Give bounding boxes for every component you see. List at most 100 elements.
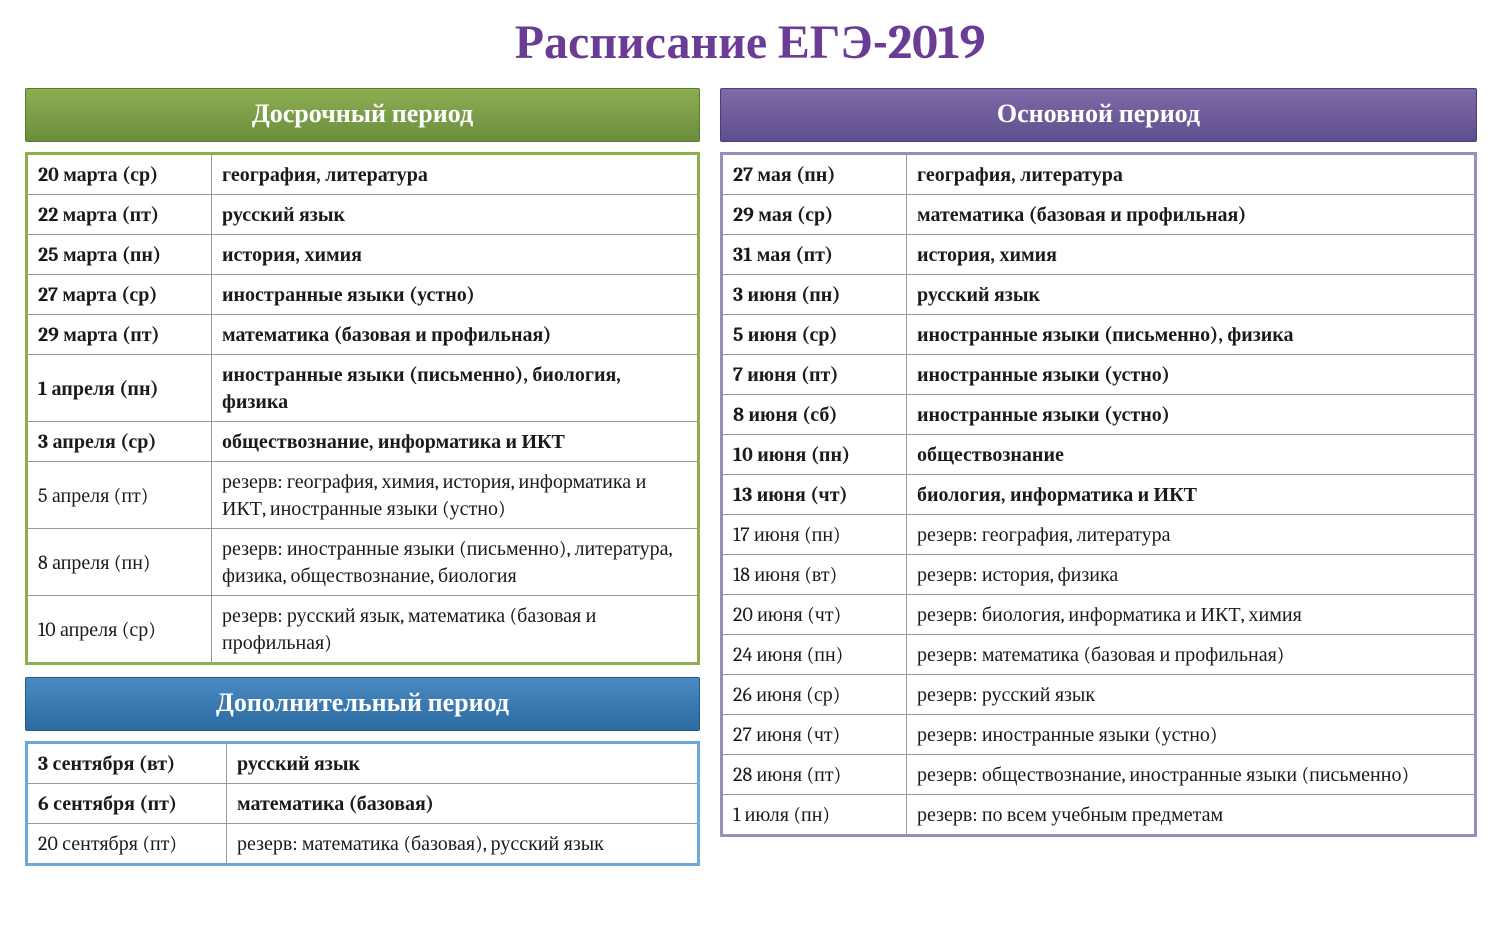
- table-row: 3 сентября (вт)русский язык: [27, 743, 699, 784]
- subject-cell: русский язык: [212, 195, 699, 235]
- table-row: 31 мая (пт)история, химия: [722, 235, 1476, 275]
- table-row: 3 июня (пн)русский язык: [722, 275, 1476, 315]
- subject-cell: иностранные языки (устно): [907, 355, 1476, 395]
- table-row: 20 марта (ср)география, литература: [27, 154, 699, 195]
- subject-cell: резерв: история, физика: [907, 555, 1476, 595]
- table-row: 25 марта (пн)история, химия: [27, 235, 699, 275]
- subject-cell: резерв: математика (базовая), русский яз…: [227, 824, 699, 865]
- date-cell: 20 июня (чт): [722, 595, 907, 635]
- subject-cell: математика (базовая и профильная): [907, 195, 1476, 235]
- table-row: 10 июня (пн)обществознание: [722, 435, 1476, 475]
- date-cell: 18 июня (вт): [722, 555, 907, 595]
- subject-cell: биология, информатика и ИКТ: [907, 475, 1476, 515]
- additional-period-table: 3 сентября (вт)русский язык6 сентября (п…: [25, 741, 700, 866]
- main-period-block: Основной период 27 мая (пн)география, лит…: [720, 88, 1477, 837]
- date-cell: 3 апреля (ср): [27, 422, 212, 462]
- table-row: 17 июня (пн)резерв: география, литератур…: [722, 515, 1476, 555]
- main-period-table: 27 мая (пн)география, литература29 мая (…: [720, 152, 1477, 837]
- subject-cell: русский язык: [907, 275, 1476, 315]
- table-row: 29 марта (пт)математика (базовая и профи…: [27, 315, 699, 355]
- additional-period-block: Дополнительный период 3 сентября (вт)русс…: [25, 677, 700, 866]
- date-cell: 28 июня (пт): [722, 755, 907, 795]
- subject-cell: резерв: русский язык: [907, 675, 1476, 715]
- date-cell: 10 июня (пн): [722, 435, 907, 475]
- date-cell: 26 июня (ср): [722, 675, 907, 715]
- date-cell: 29 мая (ср): [722, 195, 907, 235]
- table-row: 20 сентября (пт)резерв: математика (базо…: [27, 824, 699, 865]
- subject-cell: резерв: география, литература: [907, 515, 1476, 555]
- date-cell: 6 сентября (пт): [27, 784, 227, 824]
- subject-cell: резерв: география, химия, история, инфор…: [212, 462, 699, 529]
- early-period-header: Досрочный период: [25, 88, 700, 142]
- subject-cell: история, химия: [212, 235, 699, 275]
- right-column: Основной период 27 мая (пн)география, лит…: [720, 88, 1477, 866]
- date-cell: 7 июня (пт): [722, 355, 907, 395]
- date-cell: 24 июня (пн): [722, 635, 907, 675]
- date-cell: 27 мая (пн): [722, 154, 907, 195]
- date-cell: 17 июня (пн): [722, 515, 907, 555]
- table-row: 24 июня (пн)резерв: математика (базовая …: [722, 635, 1476, 675]
- subject-cell: иностранные языки (письменно), биология,…: [212, 355, 699, 422]
- subject-cell: иностранные языки (устно): [907, 395, 1476, 435]
- table-row: 5 апреля (пт)резерв: география, химия, и…: [27, 462, 699, 529]
- date-cell: 22 марта (пт): [27, 195, 212, 235]
- table-row: 18 июня (вт)резерв: история, физика: [722, 555, 1476, 595]
- subject-cell: обществознание: [907, 435, 1476, 475]
- table-row: 20 июня (чт)резерв: биология, информатик…: [722, 595, 1476, 635]
- date-cell: 3 июня (пн): [722, 275, 907, 315]
- table-row: 13 июня (чт)биология, информатика и ИКТ: [722, 475, 1476, 515]
- subject-cell: резерв: обществознание, иностранные язык…: [907, 755, 1476, 795]
- date-cell: 20 сентября (пт): [27, 824, 227, 865]
- table-row: 27 июня (чт)резерв: иностранные языки (у…: [722, 715, 1476, 755]
- subject-cell: география, литература: [907, 154, 1476, 195]
- main-period-header: Основной период: [720, 88, 1477, 142]
- date-cell: 27 июня (чт): [722, 715, 907, 755]
- date-cell: 20 марта (ср): [27, 154, 212, 195]
- subject-cell: резерв: иностранные языки (письменно), л…: [212, 529, 699, 596]
- table-row: 29 мая (ср)математика (базовая и профиль…: [722, 195, 1476, 235]
- subject-cell: математика (базовая): [227, 784, 699, 824]
- date-cell: 25 марта (пн): [27, 235, 212, 275]
- subject-cell: иностранные языки (письменно), физика: [907, 315, 1476, 355]
- subject-cell: математика (базовая и профильная): [212, 315, 699, 355]
- subject-cell: резерв: русский язык, математика (базова…: [212, 596, 699, 664]
- date-cell: 3 сентября (вт): [27, 743, 227, 784]
- date-cell: 1 июля (пн): [722, 795, 907, 836]
- left-column: Досрочный период 20 марта (ср)география, …: [25, 88, 700, 866]
- table-row: 7 июня (пт)иностранные языки (устно): [722, 355, 1476, 395]
- date-cell: 5 апреля (пт): [27, 462, 212, 529]
- main-container: Досрочный период20 марта (ср)география, …: [25, 88, 1475, 866]
- table-row: 26 июня (ср)резерв: русский язык: [722, 675, 1476, 715]
- table-row: 3 апреля (ср)обществознание, информатика…: [27, 422, 699, 462]
- date-cell: 29 марта (пт): [27, 315, 212, 355]
- table-row: 6 сентября (пт)математика (базовая): [27, 784, 699, 824]
- table-row: 5 июня (ср)иностранные языки (письменно)…: [722, 315, 1476, 355]
- subject-cell: резерв: иностранные языки (устно): [907, 715, 1476, 755]
- table-row: 10 апреля (ср)резерв: русский язык, мате…: [27, 596, 699, 664]
- subject-cell: обществознание, информатика и ИКТ: [212, 422, 699, 462]
- subject-cell: резерв: биология, информатика и ИКТ, хим…: [907, 595, 1476, 635]
- table-row: 1 июля (пн)резерв: по всем учебным предм…: [722, 795, 1476, 836]
- date-cell: 8 апреля (пн): [27, 529, 212, 596]
- date-cell: 5 июня (ср): [722, 315, 907, 355]
- date-cell: 8 июня (сб): [722, 395, 907, 435]
- subject-cell: иностранные языки (устно): [212, 275, 699, 315]
- page-title: Расписание ЕГЭ-2019: [25, 15, 1475, 70]
- subject-cell: история, химия: [907, 235, 1476, 275]
- subject-cell: резерв: по всем учебным предметам: [907, 795, 1476, 836]
- table-row: 8 июня (сб)иностранные языки (устно): [722, 395, 1476, 435]
- subject-cell: резерв: математика (базовая и профильная…: [907, 635, 1476, 675]
- subject-cell: русский язык: [227, 743, 699, 784]
- early-period-table: 20 марта (ср)география, литература22 мар…: [25, 152, 700, 665]
- additional-period-header: Дополнительный период: [25, 677, 700, 731]
- table-row: 27 мая (пн)география, литература: [722, 154, 1476, 195]
- date-cell: 27 марта (ср): [27, 275, 212, 315]
- table-row: 1 апреля (пн)иностранные языки (письменн…: [27, 355, 699, 422]
- table-row: 28 июня (пт)резерв: обществознание, инос…: [722, 755, 1476, 795]
- date-cell: 31 мая (пт): [722, 235, 907, 275]
- date-cell: 13 июня (чт): [722, 475, 907, 515]
- table-row: 27 марта (ср)иностранные языки (устно): [27, 275, 699, 315]
- table-row: 22 марта (пт)русский язык: [27, 195, 699, 235]
- subject-cell: география, литература: [212, 154, 699, 195]
- date-cell: 1 апреля (пн): [27, 355, 212, 422]
